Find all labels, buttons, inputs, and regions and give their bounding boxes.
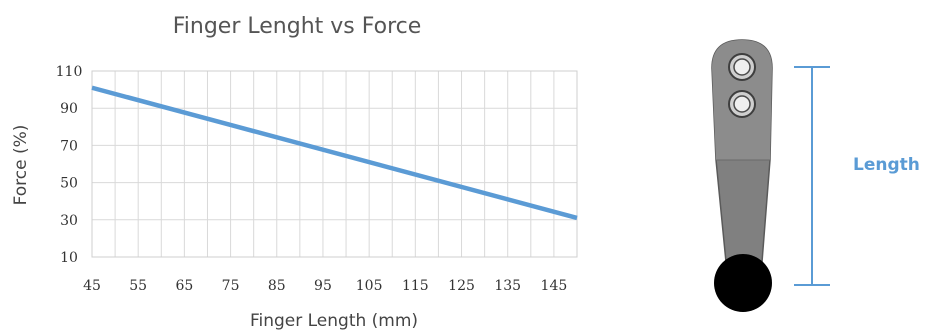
length-label: Length [853,155,920,175]
x-tick-label: 65 [175,278,193,294]
plot-area [91,70,578,258]
length-dimension [794,66,830,286]
x-tick-label: 145 [541,278,568,294]
y-axis-ticks: 10 30 50 70 90 110 [56,64,83,266]
y-tick-label: 70 [60,138,78,154]
series-line [91,85,578,221]
x-tick-label: 95 [314,278,332,294]
y-tick-label: 90 [60,101,78,117]
y-tick-label: 30 [60,213,78,229]
y-tick-label: 10 [60,250,78,266]
x-tick-label: 45 [83,278,101,294]
x-tick-label: 55 [129,278,147,294]
y-tick-label: 110 [56,64,83,80]
y-axis-label: Force (%) [11,125,31,206]
x-tick-label: 115 [402,278,429,294]
x-axis-ticks: 45 55 65 75 85 95 105 115 125 135 145 [83,278,567,294]
x-axis-label: Finger Length (mm) [250,311,418,331]
x-tick-label: 105 [356,278,383,294]
series-layer [91,85,578,221]
x-tick-label: 125 [448,278,475,294]
y-tick-label: 50 [60,176,78,192]
chart-title: Finger Lenght vs Force [173,14,422,39]
fingertip-ball-icon [714,254,772,312]
x-tick-label: 85 [268,278,286,294]
x-tick-label: 75 [222,278,240,294]
grid [91,70,578,258]
x-tick-label: 135 [494,278,521,294]
finger-diagram [711,39,773,312]
mounting-hole-bottom-inner [733,95,751,113]
plot-border [91,70,578,258]
mounting-hole-top-inner [733,58,751,76]
